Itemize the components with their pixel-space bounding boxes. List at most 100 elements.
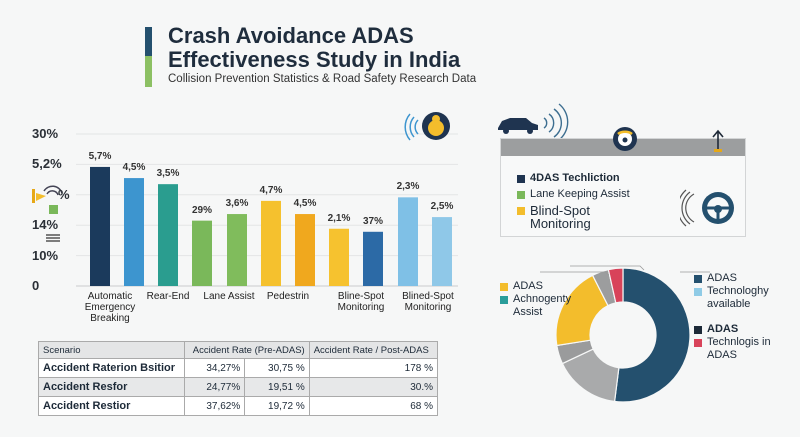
legend-item: Blind-Spot Monitoring	[517, 204, 630, 230]
cell: 34,27%	[183, 358, 246, 378]
category-label: Lane Assist	[203, 291, 255, 302]
donut-slice	[607, 267, 624, 304]
driver-sensor-icon	[404, 112, 450, 141]
waves-icon	[46, 234, 60, 242]
cell: Accident Resfor	[38, 377, 185, 397]
legend-swatch	[694, 275, 702, 283]
cell: 19,72 %	[244, 396, 310, 416]
bar-chart	[76, 133, 458, 287]
category-label: Automatic Emergency Breaking	[84, 291, 136, 324]
legend-swatch	[694, 326, 702, 334]
bar-value-label: 4,7%	[259, 184, 283, 196]
donut-slice	[613, 267, 691, 403]
header-pre-adas: Accident Rate (Pre-ADAS)	[183, 341, 310, 359]
steering-wheel-icon	[613, 127, 637, 151]
bar-value-label: 29%	[191, 204, 212, 216]
legend-item: Achnogenty Assist	[500, 293, 583, 319]
bar-value-label: 3,5%	[156, 168, 180, 180]
legend-label: 4DAS Techliction	[530, 172, 620, 184]
category-label: Blined-Spot Monitoring	[402, 291, 454, 313]
bar	[432, 217, 452, 286]
bar-value-label: 2,1%	[327, 212, 351, 224]
legend-item: Technologhy available	[694, 285, 777, 311]
legend-spacer	[694, 311, 777, 323]
bar	[192, 220, 212, 286]
legend-swatch	[517, 191, 525, 199]
wifi-warning-icon	[32, 185, 63, 214]
title-line-1: Crash Avoidance ADAS	[168, 23, 414, 48]
adas-panel: 4DAS Techliction Lane Keeping Assist Blind…	[500, 138, 746, 237]
y-tick-label: 5,2%	[32, 156, 62, 172]
cell: 178 %	[308, 358, 439, 378]
cell: Accident Raterion Bsitior	[38, 358, 185, 378]
cell: 68 %	[308, 396, 439, 416]
bar-value-label: 2,5%	[430, 201, 454, 213]
legend-item: ADAS	[500, 280, 583, 293]
legend-label: Achnogenty Assist	[513, 293, 572, 318]
table-row: Accident Resfor 24,77% 19,51 % 30.%	[38, 377, 439, 397]
bar	[90, 166, 110, 286]
car-sensor-icon	[498, 103, 569, 140]
category-label: Pedestrin	[266, 291, 310, 302]
legend-label: Lane Keeping Assist	[530, 188, 630, 200]
bar	[295, 214, 315, 286]
bar	[158, 184, 178, 286]
header-post-adas: Accident Rate / Post-ADAS	[308, 341, 439, 359]
legend-item: ADAS	[694, 323, 777, 336]
accident-rate-table: Scenario Accident Rate (Pre-ADAS) Accident…	[38, 341, 439, 416]
cell: 30.%	[308, 377, 439, 397]
legend-label: ADAS	[513, 280, 543, 292]
callout-lines	[540, 265, 710, 276]
legend-item: ADAS	[694, 272, 777, 285]
header-scenario: Scenario	[38, 341, 185, 359]
donut-chart	[555, 267, 691, 403]
bar-value-label: 37%	[362, 215, 383, 227]
legend-label: Blind-Spot Monitoring	[530, 203, 591, 231]
steering-wheel-sensor-icon	[680, 189, 734, 227]
bar	[329, 228, 349, 286]
bar-value-label: 5,7%	[88, 150, 112, 162]
bar-value-label: 4,5%	[122, 162, 146, 174]
legend-item: Lane Keeping Assist	[517, 188, 630, 201]
bar-value-label: 3,6%	[225, 198, 249, 210]
table-header-row: Scenario Accident Rate (Pre-ADAS) Accident…	[38, 341, 439, 359]
title-accent-bar	[145, 27, 152, 56]
cell: 30,75 %	[244, 358, 310, 378]
legend-swatch	[694, 288, 702, 296]
table-row: Accident Raterion Bsitior 34,27% 30,75 % 17…	[38, 358, 439, 378]
bar-value-label: 4,5%	[293, 198, 317, 210]
legend-swatch	[500, 296, 508, 304]
y-tick-label: %	[58, 186, 70, 202]
cell: Accident Restior	[38, 396, 185, 416]
legend-label: ADAS	[707, 323, 739, 335]
legend-swatch	[517, 207, 525, 215]
y-tick-label: 30%	[32, 126, 59, 141]
y-tick-label: 0	[32, 278, 40, 293]
title-line-2: Effectiveness Study in India	[168, 47, 461, 72]
y-tick-label: 10%	[32, 247, 59, 263]
bar	[363, 231, 383, 286]
arrow-up-icon	[712, 129, 724, 152]
subtitle: Collision Prevention Statistics & Road S…	[168, 73, 477, 85]
y-tick-label: 14%	[32, 217, 59, 233]
bar-value-label: 2,3%	[396, 181, 420, 193]
cell: 24,77%	[183, 377, 246, 397]
bar	[261, 200, 281, 286]
legend-swatch	[517, 175, 525, 183]
legend-item: Technlogis in ADAS	[694, 336, 777, 362]
cell: 37,62%	[183, 396, 246, 416]
legend-label: ADAS	[707, 272, 737, 284]
table-row: Accident Restior 37,62% 19,72 % 68 %	[38, 396, 439, 416]
legend-swatch	[500, 283, 508, 291]
legend-label: Technologhy available	[707, 285, 769, 310]
title-accent-bar-green	[145, 56, 152, 87]
legend-item: 4DAS Techliction	[517, 172, 630, 185]
category-label: Rear-End	[146, 291, 190, 302]
bar	[398, 197, 418, 286]
legend-swatch	[694, 339, 702, 347]
category-label: Bline-Spot Monitoring	[337, 291, 385, 313]
legend-label: Technlogis in ADAS	[707, 336, 771, 361]
bar	[227, 214, 247, 286]
bar	[124, 178, 144, 286]
page-title: Crash Avoidance ADAS Effectiveness Study …	[168, 24, 460, 72]
